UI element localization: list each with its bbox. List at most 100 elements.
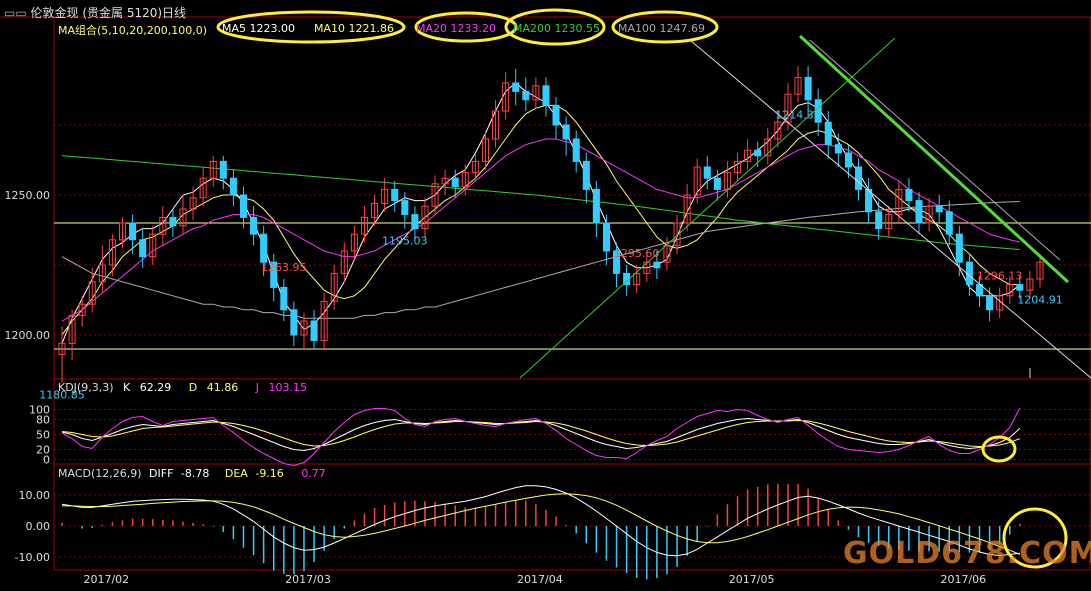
annotation-layer bbox=[216, 8, 1068, 569]
candle-down bbox=[955, 233, 963, 263]
candle-down bbox=[401, 200, 409, 216]
candle-down bbox=[653, 261, 661, 269]
candle-down bbox=[522, 90, 530, 101]
candle-up bbox=[360, 216, 368, 235]
window-control-icon[interactable]: ▭▭ bbox=[4, 6, 27, 20]
candle-down bbox=[219, 160, 227, 179]
window-title-bar: ▭▭ 伦敦金现 (贵金属 5120)日线 bbox=[4, 4, 186, 21]
candle-down bbox=[986, 295, 994, 311]
kdj-d-label: D bbox=[188, 381, 198, 394]
kdj-tick-label: 80 bbox=[36, 414, 50, 427]
kdj-tick-label: 100 bbox=[29, 404, 50, 417]
candle-down bbox=[129, 222, 137, 241]
candle-up bbox=[330, 272, 338, 302]
candle-up bbox=[78, 303, 86, 316]
candle-up bbox=[774, 121, 782, 140]
candle-down bbox=[844, 152, 852, 168]
high-price-label: 1296.13 bbox=[977, 269, 1023, 282]
macd-tick-label: 0.00 bbox=[26, 520, 51, 533]
candle-down bbox=[310, 320, 318, 342]
ma-legend: MA组合(5,10,20,200,100,0) bbox=[58, 22, 207, 38]
highlight-ellipse-ma20 bbox=[414, 11, 518, 43]
ma200-legend: MA200 1230.55 bbox=[513, 22, 600, 35]
candle-down bbox=[280, 286, 288, 311]
kdj-d-value: 41.86 bbox=[206, 381, 239, 394]
macd-diff-label: DIFF bbox=[149, 467, 174, 480]
low-price-label: 1204.91 bbox=[1017, 293, 1063, 306]
candle-down bbox=[865, 188, 873, 213]
candle-up bbox=[492, 110, 500, 140]
highlight-ellipse-ma200 bbox=[504, 8, 606, 46]
macd-legend-name: MACD(12,26,9) bbox=[58, 467, 142, 480]
kdj-j-value: 103.15 bbox=[268, 381, 307, 394]
candle-up bbox=[58, 342, 66, 356]
x-tick-label: 2017/02 bbox=[83, 573, 129, 586]
macd-legend: MACD(12,26,9) DIFF -8.78 DEA -9.16 0.77 bbox=[58, 467, 326, 480]
candle-up bbox=[532, 85, 540, 101]
candle-down bbox=[804, 76, 812, 101]
candle-up bbox=[643, 261, 651, 274]
candle-down bbox=[552, 104, 560, 126]
candle-up bbox=[764, 138, 772, 157]
candle-up bbox=[1036, 261, 1044, 280]
kdj-tick-label: 50 bbox=[36, 429, 50, 442]
high-price-label: 1295.60 bbox=[614, 247, 660, 260]
candle-down bbox=[875, 211, 883, 230]
candle-up bbox=[381, 188, 389, 204]
candle-down bbox=[250, 216, 258, 235]
candle-down bbox=[945, 211, 953, 235]
candle-up bbox=[1006, 284, 1014, 297]
highlight-ellipse-ma5-ma10 bbox=[216, 10, 406, 44]
low-price-label: 1214.30 bbox=[775, 109, 821, 122]
candle-down bbox=[542, 85, 550, 106]
candle-down bbox=[512, 82, 520, 92]
ma-legend-name: MA组合(5,10,20,200,100,0) bbox=[58, 24, 208, 37]
low-price-label: 1195.03 bbox=[382, 235, 428, 248]
macd-dea-label: DEA bbox=[224, 467, 248, 480]
candle-up bbox=[996, 295, 1004, 311]
macd-diff-value: -8.78 bbox=[180, 467, 210, 480]
kdj-tick-label: 20 bbox=[36, 444, 50, 457]
trend-lines-layer bbox=[519, 34, 1091, 379]
downtrend-line bbox=[798, 34, 1070, 284]
candle-up bbox=[693, 166, 701, 196]
candle-up bbox=[471, 160, 479, 174]
candle-up bbox=[149, 233, 157, 258]
ma20-legend: MA20 1233.20 bbox=[416, 22, 496, 35]
candle-up bbox=[895, 188, 903, 216]
x-tick-label: 2017/04 bbox=[517, 573, 563, 586]
candle-up bbox=[421, 205, 429, 230]
x-tick-label: 2017/03 bbox=[285, 573, 331, 586]
high-price-label: 1263.95 bbox=[261, 261, 307, 274]
low-price-label: 1180.85 bbox=[39, 389, 85, 402]
candle-down bbox=[260, 233, 268, 263]
candle-up bbox=[300, 320, 308, 336]
candle-down bbox=[834, 144, 842, 154]
highlight-ellipse-kdj bbox=[981, 435, 1017, 463]
candle-down bbox=[592, 188, 600, 224]
candle-down bbox=[169, 216, 177, 227]
candle-down bbox=[451, 177, 459, 188]
candle-up bbox=[88, 281, 96, 305]
candle-down bbox=[270, 261, 278, 288]
candle-up bbox=[108, 239, 116, 266]
candle-up bbox=[925, 205, 933, 224]
candle-down bbox=[915, 200, 923, 224]
candle-down bbox=[613, 250, 621, 274]
highlight-ellipse-macd bbox=[1002, 507, 1068, 569]
candle-up bbox=[502, 82, 510, 112]
candle-up bbox=[744, 149, 752, 162]
candle-down bbox=[572, 138, 580, 162]
uptrend-channel-line bbox=[519, 37, 896, 379]
candle-down bbox=[935, 205, 943, 213]
candle-down bbox=[602, 222, 610, 252]
macd-layer bbox=[54, 483, 1091, 580]
candle-up bbox=[189, 197, 197, 210]
kdj-layer bbox=[54, 407, 1091, 467]
candle-down bbox=[290, 309, 298, 336]
candle-up bbox=[461, 172, 469, 188]
candlestick-layer bbox=[58, 66, 1044, 383]
ma10-line bbox=[61, 104, 1020, 336]
candle-down bbox=[754, 149, 762, 157]
